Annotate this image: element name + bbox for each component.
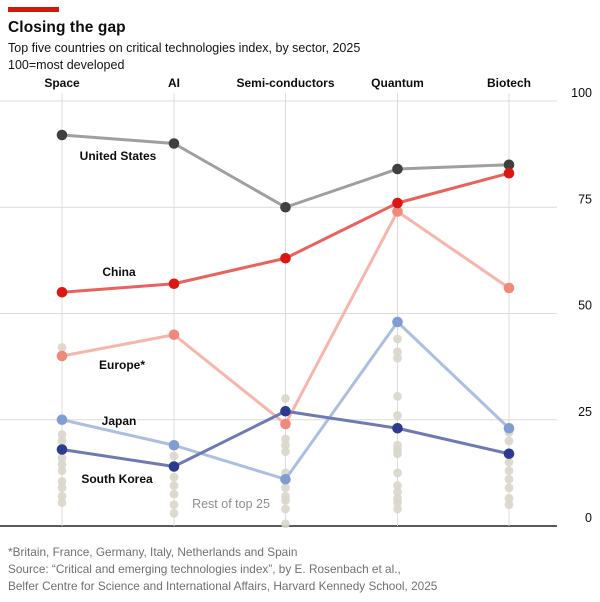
rest-of-top25-dot bbox=[281, 519, 290, 529]
rest-of-top25-dot bbox=[393, 353, 402, 363]
footnote-asterisk: *Britain, France, Germany, Italy, Nether… bbox=[8, 545, 298, 559]
rest-of-top25-dot bbox=[393, 504, 402, 514]
page-title: Closing the gap bbox=[8, 19, 126, 36]
y-tick-label: 50 bbox=[578, 299, 592, 313]
chart-label-south-korea: South Korea bbox=[81, 472, 153, 486]
series-dot-south-korea bbox=[392, 422, 403, 434]
y-tick-label: 25 bbox=[578, 405, 592, 419]
series-dot-china bbox=[280, 252, 291, 264]
series-dot-japan bbox=[280, 473, 291, 485]
chart-subtitle: Top five countries on critical technolog… bbox=[8, 41, 361, 55]
rest-of-top25-dot bbox=[57, 491, 67, 501]
unit-note: 100=most developed bbox=[8, 58, 125, 72]
series-dot-europe- bbox=[280, 418, 291, 430]
series-dot-south-korea bbox=[280, 405, 291, 417]
rest-of-top25-dot bbox=[281, 504, 290, 514]
rest-of-top25-dot bbox=[393, 391, 402, 401]
rest-of-top25-dot bbox=[169, 500, 179, 510]
series-dot-japan bbox=[56, 414, 68, 426]
rest-of-top25-dot bbox=[57, 453, 67, 463]
rest-of-top25-dot bbox=[57, 483, 67, 493]
rest-of-top25-dot bbox=[57, 476, 67, 486]
rest-of-top25-dot bbox=[393, 487, 402, 497]
rest-of-top25-dot bbox=[57, 466, 67, 476]
x-category-label: AI bbox=[168, 76, 180, 90]
rest-of-top25-dot bbox=[57, 459, 67, 469]
chart-label-china: China bbox=[102, 265, 136, 279]
rest-of-top25-dot bbox=[393, 347, 402, 357]
series-dot-china bbox=[56, 286, 68, 298]
series-dot-europe- bbox=[168, 329, 180, 341]
series-dot-china bbox=[392, 197, 403, 209]
rest-of-top25-dot bbox=[393, 481, 402, 491]
x-category-label: Semi-conductors bbox=[236, 76, 334, 90]
rest-of-top25-dot bbox=[169, 489, 179, 499]
series-dot-china bbox=[503, 167, 515, 179]
rest-of-top25-dot bbox=[504, 493, 514, 503]
rest-of-top25-dot bbox=[57, 498, 67, 508]
rest-of-top25-dot bbox=[393, 468, 402, 478]
rest-of-top25-dot bbox=[57, 430, 67, 440]
rest-of-top25-dot bbox=[504, 466, 514, 476]
rest-of-top25-dot bbox=[393, 334, 402, 344]
rest-of-top25-dot bbox=[281, 434, 290, 444]
chart-label-europe-: Europe* bbox=[99, 358, 145, 372]
y-tick-label: 0 bbox=[585, 511, 592, 525]
rest-of-top25-dot bbox=[504, 436, 514, 446]
series-dot-japan bbox=[392, 316, 403, 328]
rest-of-top25-dot bbox=[504, 474, 514, 484]
rest-of-top25-dot bbox=[281, 496, 290, 505]
x-category-label: Quantum bbox=[371, 76, 424, 90]
rest-of-top25-dot bbox=[393, 449, 402, 459]
chart-label-japan: Japan bbox=[102, 414, 137, 428]
rest-of-top25-dot bbox=[504, 457, 514, 467]
footnote-source-1: Source: “Critical and emerging technolog… bbox=[8, 562, 401, 576]
y-tick-label: 100 bbox=[571, 86, 592, 100]
series-dot-united-states bbox=[392, 163, 403, 175]
accent-bar bbox=[8, 7, 59, 12]
rest-of-top25-dot bbox=[57, 436, 67, 446]
series-dot-china bbox=[168, 278, 180, 290]
x-category-label: Biotech bbox=[487, 76, 531, 90]
series-dot-europe- bbox=[392, 206, 403, 217]
rest-of-top25-dot bbox=[504, 500, 514, 510]
footnotes: *Britain, France, Germany, Italy, Nether… bbox=[8, 544, 437, 595]
rest-of-top25-dot bbox=[281, 447, 290, 457]
series-dot-south-korea bbox=[56, 444, 68, 455]
rest-of-top25-dot bbox=[504, 483, 514, 493]
rest-of-top25-dot bbox=[281, 483, 290, 493]
rest-of-top25-dot bbox=[281, 440, 290, 450]
y-tick-label: 75 bbox=[578, 192, 592, 206]
chart-label-united-states: United States bbox=[80, 149, 157, 163]
rest-of-top25-dot bbox=[57, 343, 67, 352]
rest-of-top25-dot bbox=[169, 508, 179, 518]
chart-label-rest-of-top-25: Rest of top 25 bbox=[192, 497, 270, 511]
rest-of-top25-dot bbox=[169, 481, 179, 491]
rest-of-top25-dot bbox=[281, 394, 290, 403]
series-dot-united-states bbox=[56, 129, 68, 141]
x-category-label: Space bbox=[44, 76, 80, 90]
rest-of-top25-dot bbox=[393, 411, 402, 420]
series-dot-south-korea bbox=[168, 461, 180, 472]
series-dot-japan bbox=[503, 422, 515, 434]
series-dot-europe- bbox=[503, 282, 515, 294]
footnote-source-2: Belfer Centre for Science and Internatio… bbox=[8, 579, 438, 593]
series-dot-united-states bbox=[280, 201, 291, 213]
series-dot-japan bbox=[168, 439, 180, 451]
series-dot-united-states bbox=[503, 159, 515, 171]
rest-of-top25-dot bbox=[393, 498, 402, 508]
series-dot-europe- bbox=[56, 350, 68, 362]
series-dot-south-korea bbox=[503, 448, 515, 460]
rest-of-top25-dot bbox=[169, 472, 179, 482]
series-dot-united-states bbox=[168, 138, 180, 149]
rest-of-top25-dot bbox=[169, 451, 179, 461]
